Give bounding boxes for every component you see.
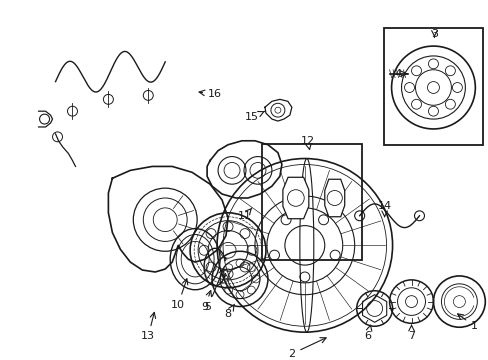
Text: 8: 8 — [224, 304, 234, 319]
Text: 3: 3 — [430, 29, 437, 39]
Text: 9: 9 — [201, 291, 211, 311]
Text: 15: 15 — [244, 112, 264, 122]
Text: 10: 10 — [171, 279, 187, 310]
Bar — [383, 28, 482, 145]
Bar — [262, 144, 361, 260]
Text: 14: 14 — [377, 201, 391, 217]
Text: 4: 4 — [393, 69, 406, 79]
Text: 12: 12 — [300, 136, 314, 149]
Text: 11: 11 — [238, 208, 251, 221]
Text: 5: 5 — [204, 269, 224, 311]
Polygon shape — [324, 179, 344, 217]
Text: 6: 6 — [364, 325, 371, 341]
Polygon shape — [283, 177, 308, 219]
Text: 16: 16 — [199, 89, 222, 99]
Text: 2: 2 — [288, 338, 325, 359]
Text: 1: 1 — [457, 314, 477, 331]
Text: 13: 13 — [141, 312, 155, 341]
Text: 7: 7 — [407, 325, 414, 341]
